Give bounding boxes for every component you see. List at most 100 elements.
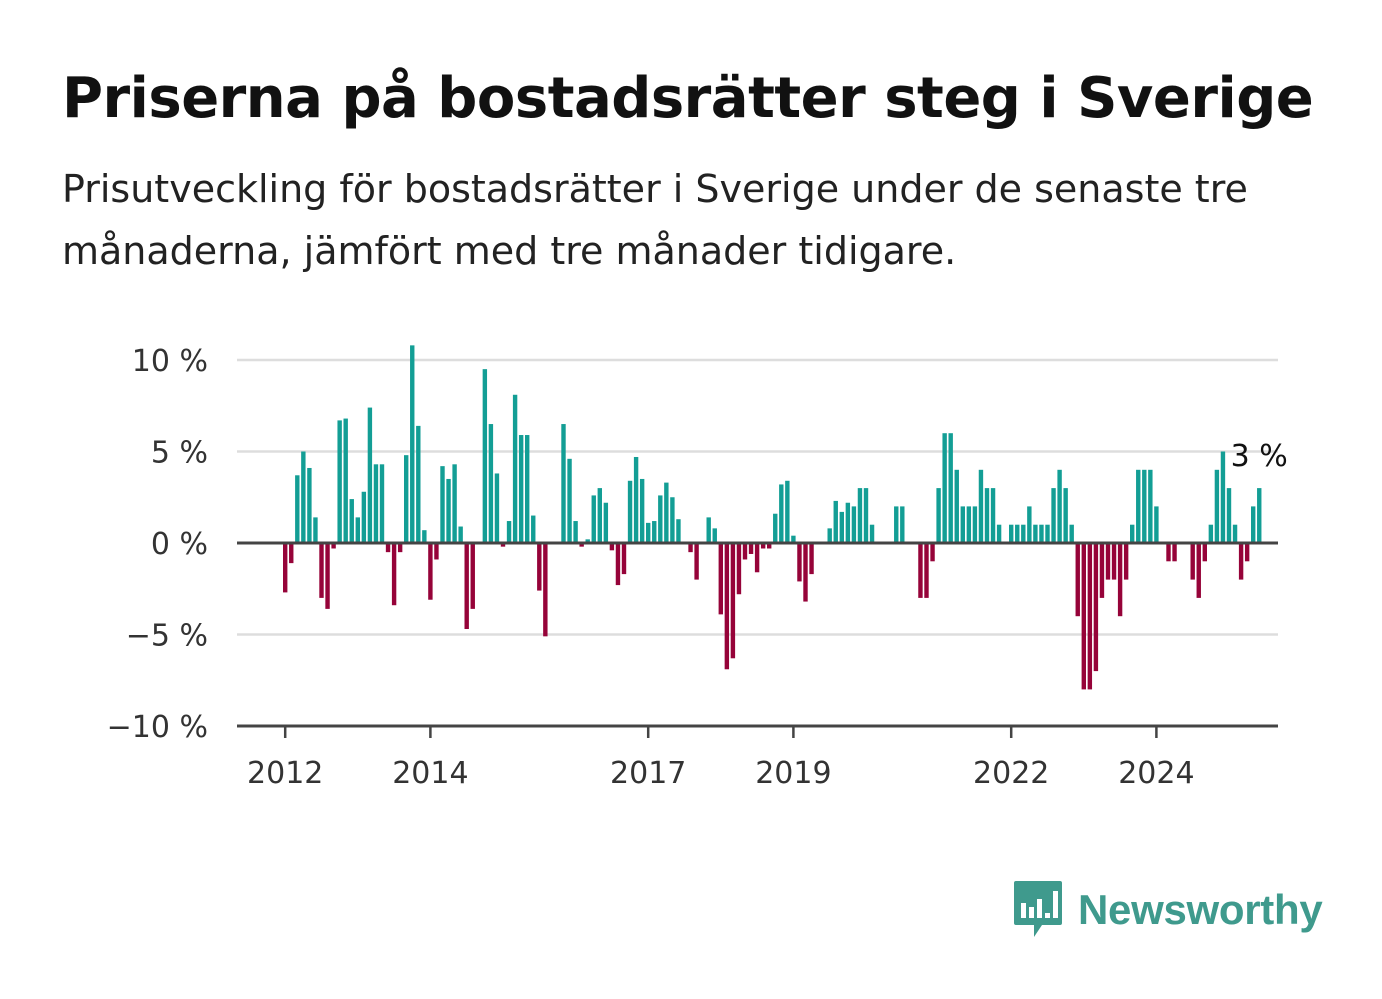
bar (615, 543, 621, 586)
bar (1063, 488, 1068, 543)
bar (295, 475, 300, 543)
bar (1045, 524, 1050, 543)
bar (1009, 524, 1014, 543)
bar (748, 543, 754, 554)
brand-logo: Newsworthy (1012, 878, 1323, 942)
bar (494, 473, 500, 543)
bar (736, 543, 742, 595)
bar (948, 433, 953, 543)
bar (355, 517, 360, 543)
bar (379, 464, 385, 543)
bar (839, 511, 844, 543)
bar (325, 543, 330, 609)
bar (676, 519, 681, 543)
bar (779, 484, 784, 543)
bar (609, 543, 615, 551)
bar (1220, 451, 1226, 543)
bar (627, 480, 633, 543)
bar (936, 488, 941, 543)
bar (1190, 543, 1195, 580)
bar (1093, 543, 1099, 672)
bar (1027, 506, 1032, 543)
bar (803, 543, 808, 602)
bar (537, 543, 542, 591)
bar (518, 435, 524, 543)
bar (289, 543, 294, 564)
bar (1172, 543, 1177, 562)
bar (488, 424, 494, 543)
bar (742, 543, 748, 560)
bar (658, 495, 663, 543)
bar (918, 543, 923, 598)
bar (1251, 506, 1256, 543)
last-value-label: 3 % (1231, 439, 1288, 474)
bar (579, 543, 584, 547)
bar (833, 500, 838, 543)
bar (1154, 506, 1159, 543)
bars (283, 345, 1262, 690)
bar (966, 506, 972, 543)
bar (1039, 524, 1044, 543)
bar (361, 491, 367, 543)
bar (1111, 543, 1117, 580)
y-tick-label: 10 % (132, 344, 208, 379)
bar (1130, 524, 1135, 543)
bar (458, 526, 463, 543)
bar (869, 524, 875, 543)
bar (512, 394, 518, 543)
bar (1202, 543, 1207, 562)
bar (633, 456, 639, 543)
bar (452, 464, 457, 543)
bar (621, 543, 627, 575)
chart-subtitle: Prisutveckling för bostadsrätter i Sveri… (62, 167, 1248, 273)
bar (525, 435, 530, 543)
y-tick-label: 5 % (151, 436, 208, 471)
y-tick-label: −10 % (107, 710, 208, 745)
bar (1232, 524, 1238, 543)
bar (385, 543, 391, 553)
bar (428, 543, 433, 600)
chart-title: Priserna på bostadsrätter steg i Sverige (62, 66, 1314, 131)
bar (1069, 524, 1074, 543)
y-tick-label: −5 % (126, 619, 208, 654)
bar (809, 543, 814, 575)
bar (646, 522, 651, 543)
bar (990, 488, 996, 543)
x-tick-label: 2014 (392, 756, 468, 791)
x-tick-label: 2012 (247, 756, 323, 791)
bar (827, 528, 832, 543)
bar (337, 420, 342, 543)
bar (331, 543, 336, 549)
bar (639, 478, 645, 543)
bar (785, 480, 790, 543)
bar (930, 543, 935, 562)
bar (416, 425, 421, 543)
bar (603, 502, 609, 543)
bar (1081, 543, 1086, 690)
bar (712, 528, 717, 543)
bar (942, 433, 947, 543)
bar (440, 466, 445, 543)
bar (1051, 488, 1056, 543)
axes (237, 541, 1278, 738)
bar (857, 488, 863, 543)
bar (319, 543, 324, 598)
bar (1214, 469, 1220, 543)
bar (1257, 488, 1262, 543)
bar (1166, 543, 1171, 562)
bar (1208, 524, 1214, 543)
bar (283, 543, 288, 593)
bar (863, 488, 869, 543)
bar (900, 506, 905, 543)
bar (349, 499, 354, 543)
bar-chart-speech-bubble-icon (1014, 881, 1062, 937)
bar (960, 506, 965, 543)
bar (773, 513, 778, 543)
bar (652, 521, 657, 543)
bar (1021, 524, 1026, 543)
bar (500, 543, 506, 547)
bar (972, 506, 978, 543)
bar (313, 517, 318, 543)
bar (688, 543, 693, 553)
